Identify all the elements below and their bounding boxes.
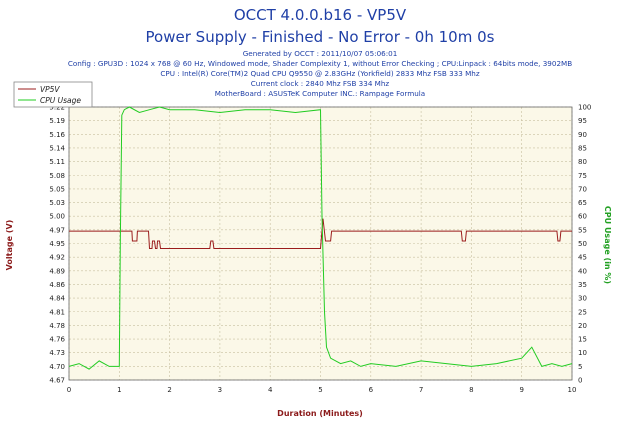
y-tick-label: 5.03 [49,199,65,207]
info-line-generated: Generated by OCCT : 2011/10/07 05:06:01 [243,49,398,58]
y-tick-label: 5.14 [49,144,65,152]
x-tick-label: 4 [268,386,273,394]
x-tick-label: 7 [419,386,423,394]
y2-axis-label: CPU Usage (in %) [603,206,612,284]
y2-tick-label: 5 [578,363,582,371]
x-tick-label: 5 [318,386,322,394]
legend-label-vp5v: VP5V [40,85,60,94]
y-tick-label: 4.67 [49,377,65,385]
y2-tick-label: 25 [578,308,587,316]
y2-tick-label: 30 [578,295,587,303]
x-tick-label: 8 [469,386,473,394]
y2-tick-label: 0 [578,377,582,385]
y-tick-label: 5.05 [49,185,65,193]
y-tick-label: 4.81 [49,308,65,316]
y-tick-label: 4.73 [49,349,65,357]
y-tick-label: 4.78 [49,322,65,330]
y2-tick-label: 90 [578,131,587,139]
y-tick-label: 4.97 [49,226,65,234]
x-tick-label: 2 [167,386,171,394]
y2-tick-label: 45 [578,254,587,262]
y2-tick-label: 75 [578,172,587,180]
y2-tick-label: 60 [578,213,587,221]
y2-tick-label: 40 [578,267,587,275]
x-tick-label: 0 [67,386,71,394]
series-line-vp5v [69,218,572,249]
info-line-motherboard: MotherBoard : ASUSTeK Computer INC.: Ram… [215,89,425,98]
y-tick-label: 5.00 [49,213,65,221]
info-line-cpu: CPU : Intel(R) Core(TM)2 Quad CPU Q9550 … [160,69,479,78]
y-tick-label: 5.11 [49,158,65,166]
y2-tick-label: 80 [578,158,587,166]
y-tick-label: 5.08 [49,172,65,180]
y2-tick-label: 85 [578,144,587,152]
x-tick-label: 3 [218,386,222,394]
y-tick-label: 4.70 [49,363,65,371]
y-tick-label: 4.89 [49,267,65,275]
y2-tick-label: 20 [578,322,587,330]
y-tick-label: 4.95 [49,240,65,248]
legend-label-cpu-usage: CPU Usage [40,96,81,105]
y-tick-label: 4.84 [49,295,65,303]
info-line-config: Config : GPU3D : 1024 x 768 @ 60 Hz, Win… [68,59,572,68]
info-line-clock: Current clock : 2840 Mhz FSB 334 Mhz [251,79,390,88]
legend: VP5V CPU Usage [13,81,93,108]
y2-tick-label: 70 [578,185,587,193]
y2-tick-label: 10 [578,349,587,357]
chart-title-line1: OCCT 4.0.0.b16 - VP5V [234,6,407,24]
legend-box [13,81,93,108]
x-tick-label: 1 [117,386,121,394]
y2-tick-label: 35 [578,281,587,289]
x-axis-label: Duration (Minutes) [277,409,363,418]
y2-tick-label: 100 [578,104,591,112]
y-tick-label: 5.16 [49,131,65,139]
y-tick-label: 4.92 [49,254,65,262]
y2-tick-label: 95 [578,117,587,125]
plot-border [68,106,573,381]
plot-area: 4.67 4.70 4.73 4.76 4.78 4.81 4.84 4.86 4.89 4.92… [49,104,591,395]
y2-tick-label: 55 [578,226,587,234]
x-tick-label: 10 [568,386,577,394]
chart-title-line2: Power Supply - Finished - No Error - 0h … [146,28,495,46]
y-tick-label: 4.86 [49,281,65,289]
y-axis-label: Voltage (V) [5,220,14,271]
x-tick-label: 6 [369,386,374,394]
y-tick-label: 4.76 [49,336,65,344]
y2-tick-label: 15 [578,336,587,344]
series-line-cpu-usage [68,106,573,370]
x-tick-label: 9 [519,386,523,394]
y2-tick-label: 50 [578,240,587,248]
y2-tick-label: 65 [578,199,587,207]
y-tick-label: 5.19 [49,117,65,125]
y-tick-label: 5.22 [49,104,65,112]
